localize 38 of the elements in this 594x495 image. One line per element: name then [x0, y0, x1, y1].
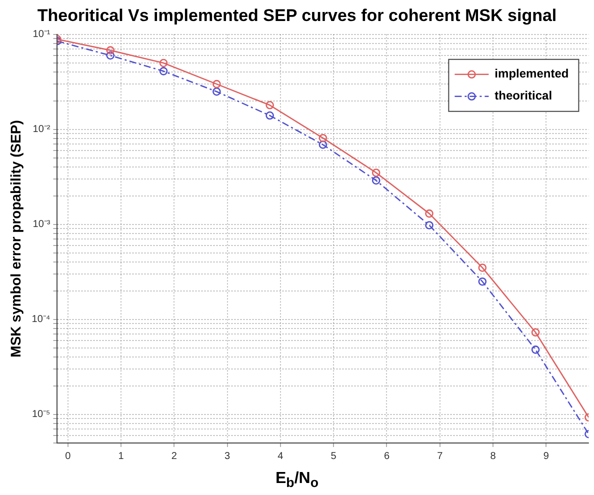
x-tick-label: 5	[330, 450, 337, 462]
point	[266, 111, 274, 120]
point	[478, 264, 487, 272]
y-tick-label: 10⁻⁴	[32, 314, 50, 326]
point	[159, 67, 168, 76]
x-tick-label: 1	[118, 450, 124, 462]
point	[425, 209, 434, 218]
y-tick-label: 10⁻³	[32, 219, 51, 230]
point	[266, 101, 274, 110]
y-axis-title: MSK symbol error propability (SEP)	[7, 120, 24, 358]
x-tick-label: 3	[224, 450, 231, 462]
point	[159, 58, 168, 68]
legend-label: theoritical	[494, 88, 552, 103]
point	[318, 140, 328, 149]
point	[372, 176, 380, 185]
x-tick-label: 9	[543, 450, 550, 462]
point	[318, 134, 328, 142]
point	[106, 51, 115, 60]
x-tick-label: 4	[278, 450, 284, 462]
chart-title: Theoritical Vs implemented SEP curves for coherent MSK signal	[37, 6, 557, 25]
x-tick-label: 2	[171, 450, 178, 462]
point	[531, 346, 540, 354]
x-axis-title: E$_{b}$/N$_{o}$	[274, 470, 320, 490]
point	[212, 80, 221, 88]
x-tick-label: 8	[490, 450, 496, 462]
point	[531, 328, 540, 337]
y-tick-label: 10⁻²	[32, 124, 51, 136]
point	[372, 168, 380, 177]
point	[106, 46, 115, 54]
x-tick-label: 6	[384, 450, 390, 462]
legend-label: implemented	[494, 66, 569, 81]
y-tick-label: 10⁻¹	[32, 29, 51, 40]
point	[212, 87, 221, 96]
point	[425, 221, 434, 230]
point	[478, 277, 487, 286]
x-tick-label: 0	[65, 450, 72, 462]
y-tick-label: 10⁻⁵	[32, 409, 50, 420]
x-tick-label: 7	[437, 450, 444, 462]
